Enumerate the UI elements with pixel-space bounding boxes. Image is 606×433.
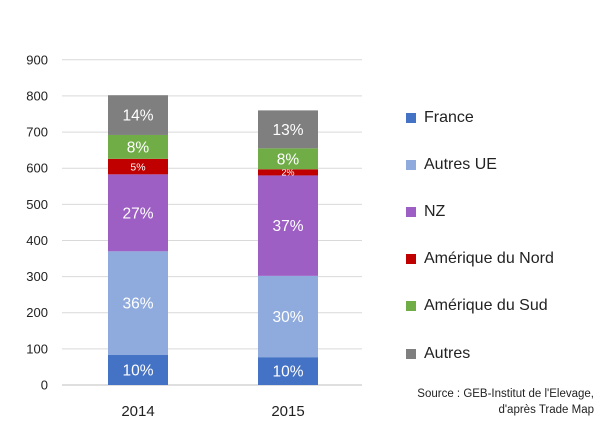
legend-label-amerique-du-sud: Amérique du Sud	[424, 297, 548, 315]
y-axis-tick-labels: 0 100 200 300 400 500 600 700 800 900	[26, 52, 48, 392]
data-label: 8%	[277, 151, 300, 168]
bar-segment	[108, 174, 168, 252]
x-tick-label: 2014	[121, 403, 154, 420]
legend-swatch-amerique-du-nord	[406, 254, 416, 265]
bar-segment	[108, 158, 168, 175]
bar-segment	[258, 275, 318, 358]
data-label: 5%	[130, 161, 145, 173]
bar-segment	[258, 357, 318, 385]
legend-item-nz: NZ	[406, 188, 554, 235]
legend-item-autres: Autres	[406, 330, 554, 377]
data-label: 14%	[122, 108, 153, 125]
x-tick-label: 2015	[271, 403, 304, 420]
bar-segment	[108, 355, 168, 385]
legend: France Autres UE NZ Amérique du Nord Amé…	[406, 94, 554, 377]
y-tick-label: 600	[26, 161, 48, 176]
y-tick-label: 200	[26, 305, 48, 320]
legend-swatch-france	[406, 112, 416, 123]
x-axis-tick-labels: 2014 2015	[121, 403, 304, 420]
legend-label-autres: Autres	[424, 344, 471, 362]
source-line-1: Source : GEB-Institut de l'Elevage,	[417, 388, 594, 400]
legend-label-nz: NZ	[424, 202, 446, 220]
source-line-2: d'après Trade Map	[498, 404, 594, 416]
data-label: 2%	[281, 168, 294, 178]
bar-segment	[108, 95, 168, 135]
y-tick-label: 400	[26, 233, 48, 248]
y-tick-label: 300	[26, 269, 48, 284]
legend-swatch-autres-ue	[406, 159, 416, 170]
legend-swatch-autres	[406, 348, 416, 359]
y-tick-label: 100	[26, 341, 48, 356]
legend-item-amerique-du-nord: Amérique du Nord	[406, 236, 554, 283]
legend-item-amerique-du-sud: Amérique du Sud	[406, 283, 554, 330]
bar-segment	[108, 134, 168, 159]
data-label: 27%	[122, 205, 153, 222]
data-label: 37%	[272, 218, 303, 235]
bar-segment	[258, 175, 318, 276]
y-tick-label: 500	[26, 197, 48, 212]
y-tick-label: 0	[41, 378, 48, 393]
data-label: 8%	[127, 139, 150, 156]
y-tick-label: 900	[26, 52, 48, 67]
bar-segment	[258, 169, 318, 176]
source-note: Source : GEB-Institut de l'Elevage, d'ap…	[417, 386, 594, 418]
legend-label-amerique-du-nord: Amérique du Nord	[424, 250, 554, 268]
data-label: 10%	[272, 364, 303, 381]
data-label: 36%	[122, 296, 153, 313]
legend-label-autres-ue: Autres UE	[424, 155, 497, 173]
data-label: 13%	[272, 122, 303, 139]
legend-item-france: France	[406, 94, 554, 141]
y-tick-label: 800	[26, 88, 48, 103]
data-label: 30%	[272, 309, 303, 326]
legend-item-autres-ue: Autres UE	[406, 141, 554, 188]
bar-segment	[258, 110, 318, 149]
bar-segment	[108, 251, 168, 356]
legend-swatch-amerique-du-sud	[406, 301, 416, 312]
data-label: 10%	[122, 363, 153, 380]
bar-segment	[258, 148, 318, 170]
legend-label-france: France	[424, 108, 474, 126]
bars: 10%36%27%5%8%14%10%30%37%2%8%13%	[108, 95, 318, 385]
legend-swatch-nz	[406, 206, 416, 217]
y-tick-label: 700	[26, 125, 48, 140]
